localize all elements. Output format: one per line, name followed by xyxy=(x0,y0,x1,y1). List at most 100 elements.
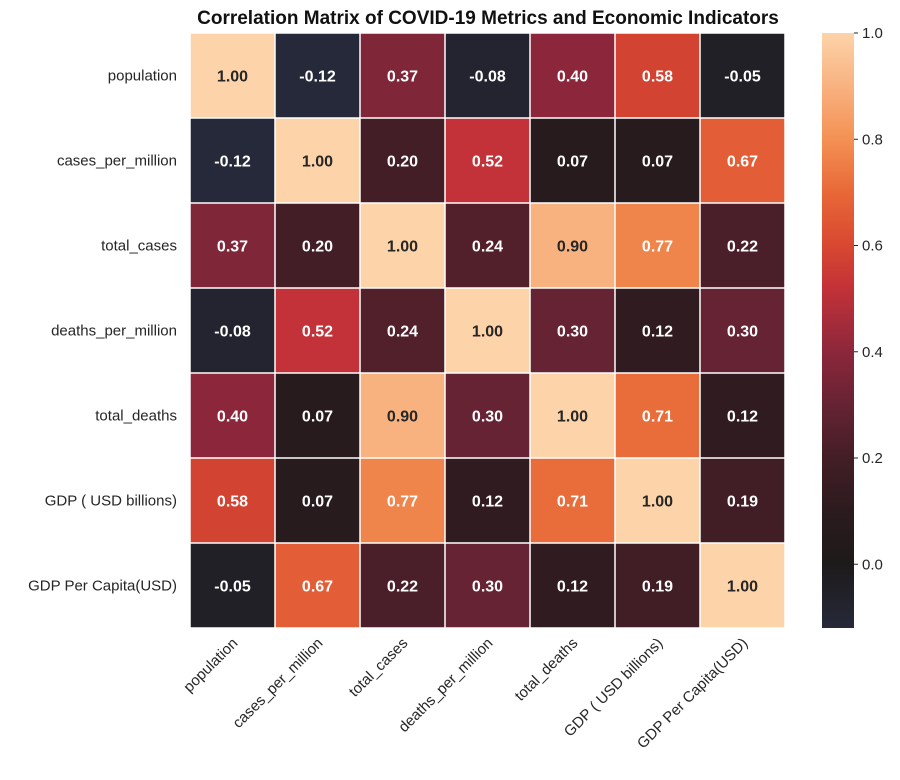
cell-value-label: -0.12 xyxy=(299,69,336,86)
cell-value-label: 0.58 xyxy=(642,69,673,86)
heatmap-cell xyxy=(530,288,615,373)
cell-value-label: 0.19 xyxy=(727,494,758,511)
cell-value-label: 0.58 xyxy=(217,494,248,511)
heatmap-cell xyxy=(445,118,530,203)
heatmap-cell xyxy=(360,288,445,373)
colorbar-tick-label: 0.8 xyxy=(862,131,883,148)
cell-value-label: 0.07 xyxy=(302,494,333,511)
cell-value-label: 0.52 xyxy=(472,154,503,171)
heatmap-cell xyxy=(360,458,445,543)
cell-value-label: 0.12 xyxy=(557,579,588,596)
heatmap-cell xyxy=(445,543,530,628)
cell-value-label: 0.77 xyxy=(387,494,418,511)
cell-value-label: 0.24 xyxy=(387,324,418,341)
x-tick-label: total_deaths xyxy=(512,635,582,705)
cell-value-label: -0.05 xyxy=(214,579,251,596)
cell-value-label: 0.90 xyxy=(387,409,418,426)
cell-value-label: 0.12 xyxy=(472,494,503,511)
cell-value-label: 0.07 xyxy=(642,154,673,171)
heatmap-cell xyxy=(530,118,615,203)
heatmap-cell xyxy=(275,543,360,628)
heatmap-cell xyxy=(275,33,360,118)
colorbar-tick-label: 0.0 xyxy=(862,556,883,573)
colorbar-tick-label: 0.6 xyxy=(862,238,883,255)
cell-value-label: 0.12 xyxy=(642,324,673,341)
heatmap-cell xyxy=(360,373,445,458)
cell-value-label: 0.71 xyxy=(642,409,673,426)
x-tick-label: deaths_per_million xyxy=(395,635,496,736)
cell-value-label: -0.08 xyxy=(214,324,251,341)
heatmap-cell xyxy=(615,203,700,288)
x-tick-label: total_cases xyxy=(346,635,412,701)
y-tick-label: population xyxy=(108,68,177,85)
cell-value-label: 0.22 xyxy=(727,239,758,256)
cell-value-label: 0.07 xyxy=(557,154,588,171)
cell-value-label: 1.00 xyxy=(217,69,248,86)
heatmap-cell xyxy=(615,288,700,373)
cell-value-label: -0.08 xyxy=(469,69,506,86)
cell-value-label: 0.30 xyxy=(472,409,503,426)
heatmap-cell xyxy=(700,288,785,373)
cell-value-label: 0.37 xyxy=(217,239,248,256)
heatmap-cell xyxy=(190,458,275,543)
colorbar-gradient xyxy=(822,33,854,628)
heatmap-cell xyxy=(700,118,785,203)
heatmap-cell xyxy=(275,373,360,458)
cell-value-label: 0.37 xyxy=(387,69,418,86)
y-tick-label: GDP Per Capita(USD) xyxy=(28,578,177,595)
heatmap-cell xyxy=(615,458,700,543)
heatmap-cell xyxy=(190,118,275,203)
y-tick-label: GDP ( USD billions) xyxy=(45,493,177,510)
heatmap-cell xyxy=(700,543,785,628)
cell-value-label: -0.05 xyxy=(724,69,761,86)
cell-value-label: 0.30 xyxy=(472,579,503,596)
cell-value-label: 0.19 xyxy=(642,579,673,596)
heatmap-cell xyxy=(615,33,700,118)
heatmap-cell xyxy=(445,33,530,118)
colorbar-tick-label: 0.4 xyxy=(862,344,883,361)
y-axis-labels: population cases_per_million total_casesde… xyxy=(28,68,177,595)
cell-value-label: 1.00 xyxy=(302,154,333,171)
cell-value-label: 0.12 xyxy=(727,409,758,426)
cell-value-label: 0.77 xyxy=(642,239,673,256)
heatmap-cell xyxy=(530,458,615,543)
colorbar-tick-label: 1.0 xyxy=(862,25,883,42)
cell-value-label: 1.00 xyxy=(727,579,758,596)
cell-value-label: 0.20 xyxy=(302,239,333,256)
y-tick-label: deaths_per_million xyxy=(51,323,177,340)
heatmap-cell xyxy=(275,203,360,288)
heatmap-cell xyxy=(530,543,615,628)
cell-value-label: 1.00 xyxy=(472,324,503,341)
heatmap-cells: 1.00 -0.12 0.37 -0.08 0.40 0.58 -0.05 -0.12 1.00… xyxy=(190,33,785,628)
cell-value-label: 0.20 xyxy=(387,154,418,171)
cell-value-label: 0.40 xyxy=(557,69,588,86)
heatmap-cell xyxy=(445,458,530,543)
heatmap-cell xyxy=(190,203,275,288)
cell-value-label: 0.24 xyxy=(472,239,503,256)
cell-value-label: 0.52 xyxy=(302,324,333,341)
heatmap-cell xyxy=(615,118,700,203)
cell-value-label: -0.12 xyxy=(214,154,251,171)
heatmap-cell xyxy=(360,543,445,628)
heatmap-cell xyxy=(700,203,785,288)
heatmap-cell xyxy=(190,288,275,373)
cell-value-label: 0.90 xyxy=(557,239,588,256)
heatmap-cell xyxy=(360,33,445,118)
heatmap-cell xyxy=(445,203,530,288)
heatmap-cell xyxy=(530,373,615,458)
heatmap-cell xyxy=(700,458,785,543)
heatmap-cell xyxy=(360,118,445,203)
heatmap-cell xyxy=(445,288,530,373)
cell-value-label: 0.30 xyxy=(727,324,758,341)
colorbar-tick-label: 0.2 xyxy=(862,450,883,467)
heatmap-cell xyxy=(190,33,275,118)
x-tick-label: cases_per_million xyxy=(229,635,326,732)
heatmap-cell xyxy=(275,458,360,543)
cell-value-label: 0.30 xyxy=(557,324,588,341)
cell-value-label: 0.67 xyxy=(302,579,333,596)
x-tick-label: population xyxy=(180,635,241,696)
heatmap-cell xyxy=(445,373,530,458)
chart-title: Correlation Matrix of COVID-19 Metrics a… xyxy=(197,8,779,29)
